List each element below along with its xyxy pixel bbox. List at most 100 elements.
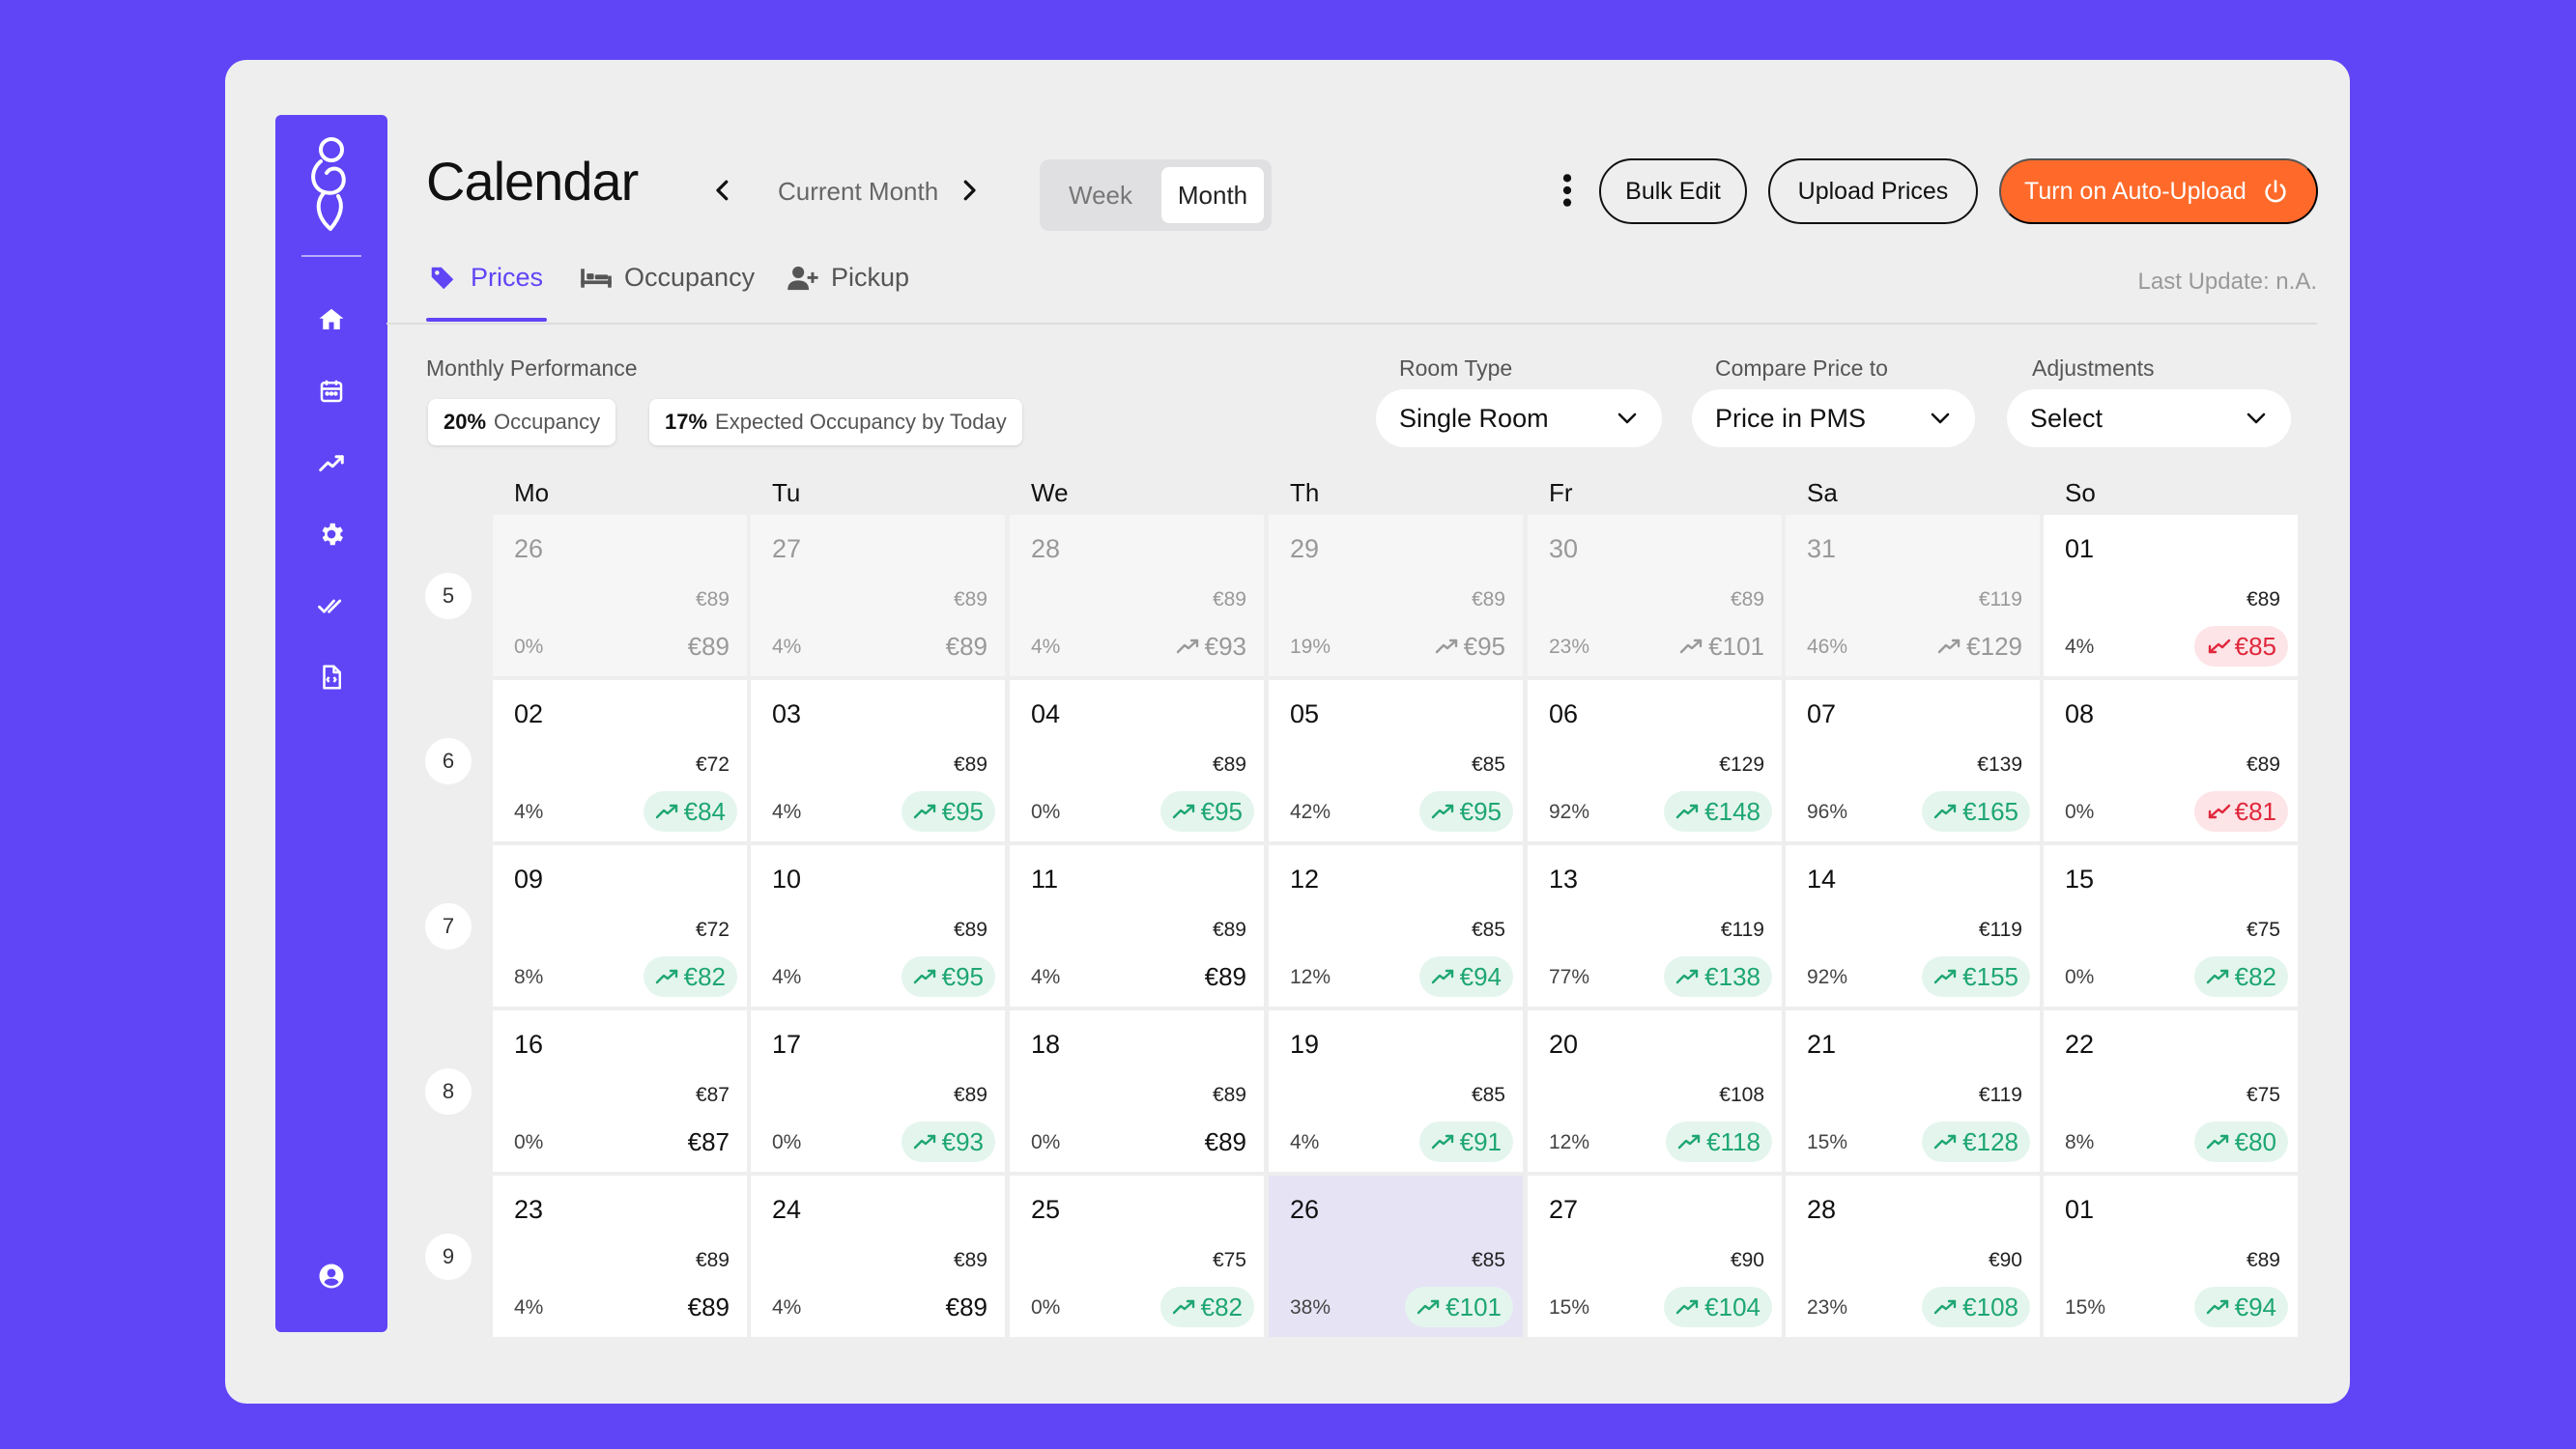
pms-price: €85 <box>1471 753 1505 776</box>
calendar-day-cell[interactable]: 04 €89 0% €95 <box>1010 680 1264 841</box>
week-view-button[interactable]: Week <box>1069 180 1132 210</box>
occupancy-chip: 20% Occupancy <box>428 399 616 445</box>
recommended-price[interactable]: €89 <box>1193 1122 1254 1162</box>
recommended-price[interactable]: €165 <box>1922 791 2030 832</box>
account-icon[interactable] <box>310 1255 353 1297</box>
calendar-day-cell[interactable]: 01 €89 15% €94 <box>2044 1176 2298 1337</box>
calendar-day-cell[interactable]: 10 €89 4% €95 <box>751 845 1005 1007</box>
calendar-day-cell[interactable]: 05 €85 42% €95 <box>1269 680 1523 841</box>
calendar-day-cell[interactable]: 27 €90 15% €104 <box>1528 1176 1782 1337</box>
logo-icon[interactable] <box>301 128 361 235</box>
sidebar-divider <box>301 255 361 257</box>
calendar-day-cell[interactable]: 20 €108 12% €118 <box>1528 1010 1782 1172</box>
analytics-icon[interactable] <box>310 441 353 484</box>
recommended-price[interactable]: €85 <box>2193 626 2288 667</box>
recommended-price[interactable]: €81 <box>2193 791 2288 832</box>
calendar-day-cell[interactable]: 09 €72 8% €82 <box>493 845 747 1007</box>
recommended-price[interactable]: €95 <box>1159 791 1254 832</box>
tab-occupancy[interactable]: Occupancy <box>580 263 755 293</box>
calendar-day-cell[interactable]: 24 €89 4% €89 <box>751 1176 1005 1337</box>
recommended-price[interactable]: €94 <box>1418 956 1513 997</box>
recommended-price[interactable]: €95 <box>901 791 995 832</box>
recommended-price[interactable]: €82 <box>643 956 737 997</box>
document-icon[interactable] <box>310 656 353 698</box>
recommended-price[interactable]: €93 <box>901 1122 995 1162</box>
recommended-price[interactable]: €148 <box>1664 791 1772 832</box>
recommended-price[interactable]: €89 <box>934 626 995 667</box>
calendar-day-cell[interactable]: 28 €90 23% €108 <box>1786 1176 2040 1337</box>
more-options-icon[interactable] <box>1554 172 1581 209</box>
calendar-day-cell[interactable]: 21 €119 15% €128 <box>1786 1010 2040 1172</box>
recommended-price[interactable]: €89 <box>934 1287 995 1327</box>
recommended-price[interactable]: €82 <box>2193 956 2288 997</box>
recommended-price[interactable]: €104 <box>1664 1287 1772 1327</box>
week-number: 9 <box>425 1233 472 1280</box>
calendar-icon[interactable] <box>310 370 353 412</box>
recommended-price[interactable]: €95 <box>1418 791 1513 832</box>
recommended-price[interactable]: €89 <box>676 626 737 667</box>
recommended-price[interactable]: €94 <box>2193 1287 2288 1327</box>
calendar-day-cell[interactable]: 16 €87 0% €87 <box>493 1010 747 1172</box>
day-number: 30 <box>1549 534 1579 563</box>
trend-up-icon <box>1933 1298 1959 1316</box>
adjustments-select[interactable]: Select <box>2007 389 2291 447</box>
chevron-right-icon[interactable] <box>955 176 984 205</box>
tab-pickup[interactable]: Pickup <box>787 263 909 293</box>
recommended-price[interactable]: €84 <box>643 791 737 832</box>
calendar-day-cell[interactable]: 19 €85 4% €91 <box>1269 1010 1523 1172</box>
compare-select[interactable]: Price in PMS <box>1692 389 1975 447</box>
recommended-price[interactable]: €118 <box>1666 1122 1772 1162</box>
recommended-price[interactable]: €89 <box>676 1287 737 1327</box>
recommended-price[interactable]: €101 <box>1405 1287 1513 1327</box>
calendar-day-cell[interactable]: 22 €75 8% €80 <box>2044 1010 2298 1172</box>
recommended-price[interactable]: €129 <box>1926 626 2030 667</box>
recommended-price[interactable]: €155 <box>1922 956 2030 997</box>
calendar-day-cell[interactable]: 29 €89 19% €95 <box>1269 515 1523 676</box>
home-icon[interactable] <box>310 298 353 341</box>
calendar-day-cell[interactable]: 31 €119 46% €129 <box>1786 515 2040 676</box>
calendar-day-cell[interactable]: 12 €85 12% €94 <box>1269 845 1523 1007</box>
pms-price: €89 <box>695 1249 730 1271</box>
calendar-day-cell[interactable]: 06 €129 92% €148 <box>1528 680 1782 841</box>
double-check-icon[interactable] <box>310 584 353 627</box>
recommended-price[interactable]: €80 <box>2193 1122 2288 1162</box>
calendar-day-cell[interactable]: 18 €89 0% €89 <box>1010 1010 1264 1172</box>
calendar-day-cell[interactable]: 01 €89 4% €85 <box>2044 515 2298 676</box>
calendar-day-cell[interactable]: 02 €72 4% €84 <box>493 680 747 841</box>
auto-upload-button[interactable]: Turn on Auto-Upload <box>1999 158 2318 224</box>
calendar-day-cell[interactable]: 28 €89 4% €93 <box>1010 515 1264 676</box>
upload-prices-button[interactable]: Upload Prices <box>1768 158 1978 224</box>
recommended-price[interactable]: €89 <box>1193 956 1254 997</box>
recommended-price[interactable]: €93 <box>1164 626 1254 667</box>
recommended-price[interactable]: €101 <box>1668 626 1772 667</box>
settings-icon[interactable] <box>310 513 353 555</box>
calendar-day-cell[interactable]: 14 €119 92% €155 <box>1786 845 2040 1007</box>
calendar-day-cell[interactable]: 30 €89 23% €101 <box>1528 515 1782 676</box>
calendar-day-cell[interactable]: 08 €89 0% €81 <box>2044 680 2298 841</box>
calendar-day-cell[interactable]: 26 €85 38% €101 <box>1269 1176 1523 1337</box>
calendar-day-cell[interactable]: 13 €119 77% €138 <box>1528 845 1782 1007</box>
room-type-select[interactable]: Single Room <box>1376 389 1662 447</box>
calendar-day-cell[interactable]: 03 €89 4% €95 <box>751 680 1005 841</box>
recommended-price[interactable]: €128 <box>1922 1122 2030 1162</box>
calendar-day-cell[interactable]: 15 €75 0% €82 <box>2044 845 2298 1007</box>
month-view-button[interactable]: Month <box>1161 167 1264 223</box>
calendar-day-cell[interactable]: 27 €89 4% €89 <box>751 515 1005 676</box>
bulk-edit-button[interactable]: Bulk Edit <box>1599 158 1747 224</box>
calendar-day-cell[interactable]: 26 €89 0% €89 <box>493 515 747 676</box>
calendar-day-cell[interactable]: 25 €75 0% €82 <box>1010 1176 1264 1337</box>
calendar-day-cell[interactable]: 17 €89 0% €93 <box>751 1010 1005 1172</box>
calendar-day-cell[interactable]: 11 €89 4% €89 <box>1010 845 1264 1007</box>
recommended-price[interactable]: €95 <box>1423 626 1513 667</box>
recommended-price[interactable]: €82 <box>1159 1287 1254 1327</box>
tab-prices[interactable]: Prices <box>426 263 543 293</box>
calendar-day-cell[interactable]: 07 €139 96% €165 <box>1786 680 2040 841</box>
trend-up-icon <box>1431 968 1456 985</box>
recommended-price[interactable]: €95 <box>901 956 995 997</box>
recommended-price[interactable]: €108 <box>1922 1287 2030 1327</box>
chevron-left-icon[interactable] <box>708 176 737 205</box>
recommended-price[interactable]: €87 <box>676 1122 737 1162</box>
recommended-price[interactable]: €91 <box>1418 1122 1513 1162</box>
recommended-price[interactable]: €138 <box>1664 956 1772 997</box>
calendar-day-cell[interactable]: 23 €89 4% €89 <box>493 1176 747 1337</box>
